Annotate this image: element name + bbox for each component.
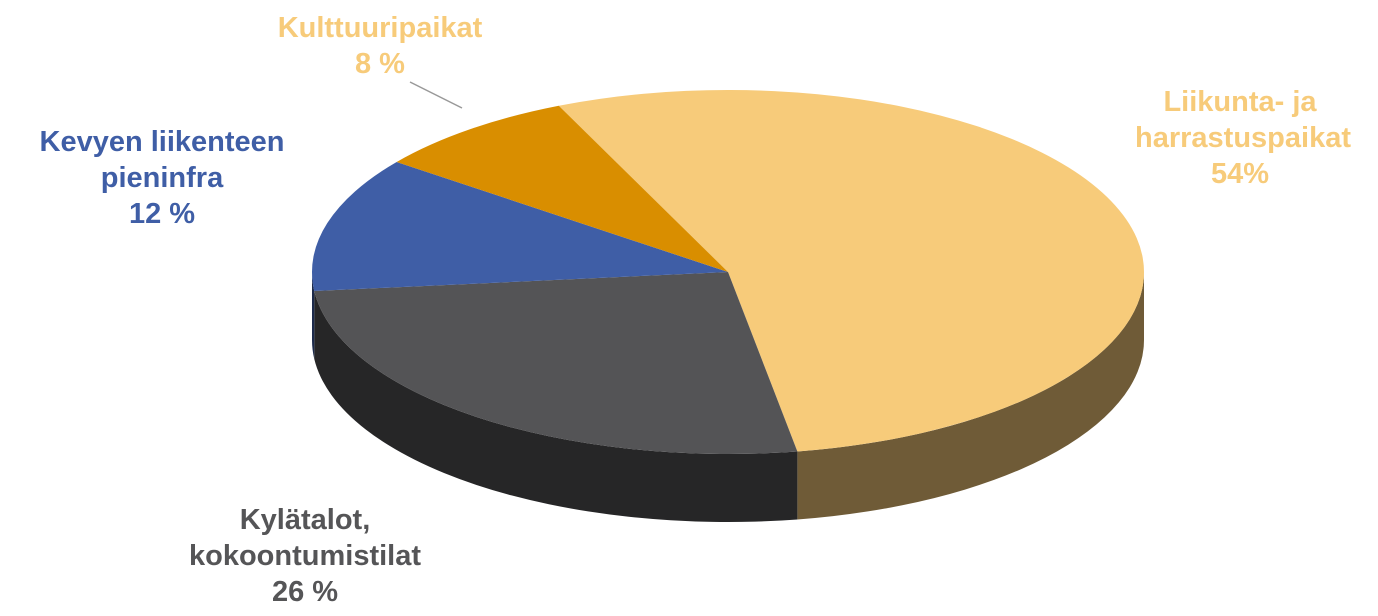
value-label: 54% [1210,158,1270,190]
slice-label: Kylätalot, kokoontumistilat 26 % [145,502,465,610]
slice-label: Kevyen liikenteen pieninfra 12 % [2,124,322,232]
pie-slice [558,90,1144,452]
slice-label: Kulttuuripaikat 8 % [220,10,540,82]
leader-line [409,81,463,109]
value-label: 12 % [128,198,196,230]
value-label: 26 % [271,576,339,608]
category-name: Kevyen liikenteen pieninfra [39,126,285,194]
pie-slice [396,105,728,272]
pie-slice [314,272,798,455]
category-name: Liikunta- ja harrastuspaikat [1135,86,1351,154]
slice-label: Liikunta- ja harrastuspaikat 54% [1135,84,1351,192]
slice-side [797,272,1144,520]
value-label: 8 % [355,48,405,80]
slice-side [314,291,798,522]
slice-side [312,272,315,360]
category-name: Kylätalot, kokoontumistilat [188,504,421,572]
pie-slice [312,161,728,292]
category-name: Kulttuuripaikat [277,12,483,44]
